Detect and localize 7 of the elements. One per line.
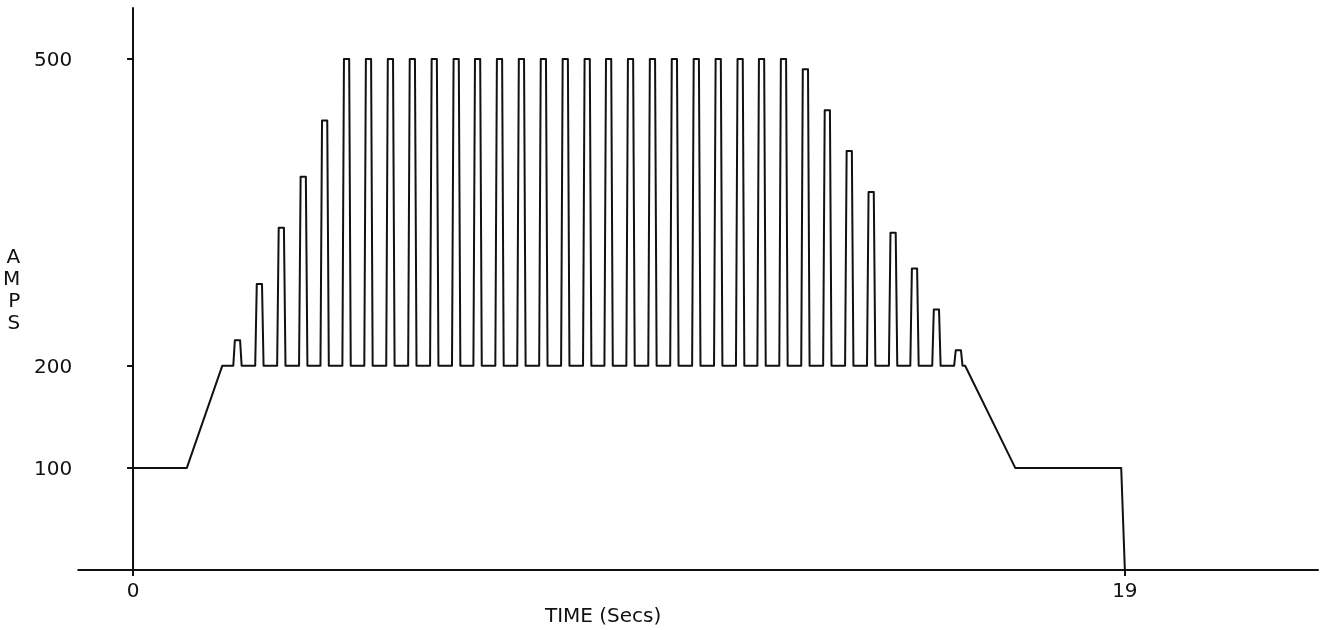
x-tick-label: 0 xyxy=(126,578,140,603)
x-axis-title: TIME (Secs) xyxy=(543,603,662,627)
x-tick-label: 19 xyxy=(1112,578,1138,603)
y-tick-label: 500 xyxy=(34,47,73,72)
y-tick-label: 200 xyxy=(34,353,73,378)
y-axis-title: AMPS xyxy=(2,244,21,335)
y-tick-label: 100 xyxy=(34,455,73,480)
